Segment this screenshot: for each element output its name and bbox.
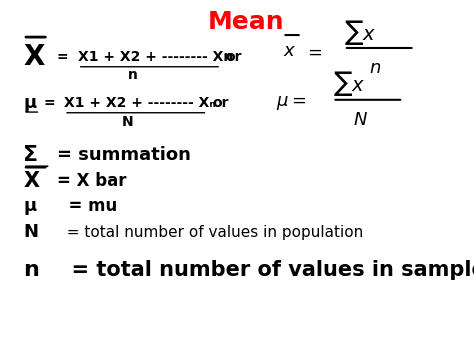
Text: $\sum x$: $\sum x$ — [344, 18, 376, 47]
Text: $x$: $x$ — [283, 42, 296, 60]
Text: = total number of values in sample: = total number of values in sample — [57, 260, 474, 279]
Text: n: n — [128, 68, 137, 82]
Text: N: N — [23, 223, 38, 241]
Text: = mu: = mu — [57, 197, 118, 215]
Text: $\mu =$: $\mu =$ — [276, 93, 306, 111]
Text: = summation: = summation — [57, 146, 191, 164]
Text: Σ: Σ — [23, 145, 38, 165]
Text: = X bar: = X bar — [57, 172, 127, 190]
Text: μ: μ — [23, 197, 36, 215]
Text: = total number of values in population: = total number of values in population — [57, 224, 364, 240]
Text: Mean: Mean — [208, 10, 284, 34]
Text: or: or — [226, 49, 242, 64]
Text: X: X — [23, 43, 45, 71]
Text: X: X — [23, 171, 39, 191]
Text: X1 + X2 + -------- Xₙ: X1 + X2 + -------- Xₙ — [64, 95, 216, 110]
Text: or: or — [212, 95, 228, 110]
Text: =: = — [57, 49, 74, 64]
Text: $\sum x$: $\sum x$ — [333, 69, 365, 98]
Text: $=$: $=$ — [304, 42, 323, 60]
Text: $n$: $n$ — [369, 59, 381, 77]
Text: μ: μ — [23, 93, 36, 111]
Text: X1 + X2 + -------- Xn: X1 + X2 + -------- Xn — [78, 49, 233, 64]
Text: n: n — [23, 260, 39, 279]
Text: =: = — [44, 95, 60, 110]
Text: N: N — [122, 115, 134, 129]
Text: $N$: $N$ — [353, 110, 368, 129]
